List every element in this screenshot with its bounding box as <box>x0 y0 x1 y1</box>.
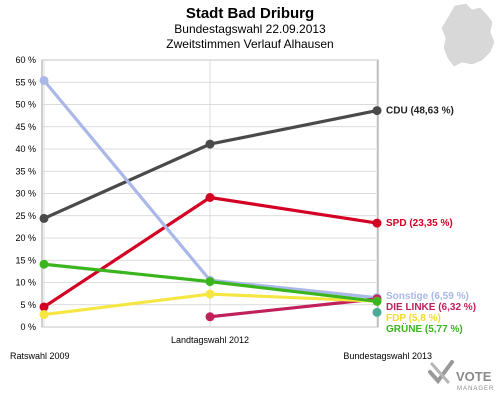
data-point <box>205 193 215 203</box>
germany-map-icon <box>441 3 495 67</box>
y-tick-label: 50 % <box>15 100 36 110</box>
y-tick-label: 30 % <box>15 189 36 199</box>
chart-subtitle-2: Zweitstimmen Verlauf Alhausen <box>166 37 333 51</box>
y-tick-label: 60 % <box>15 55 36 65</box>
y-tick-label: 55 % <box>15 77 36 87</box>
y-tick-label: 15 % <box>15 255 36 265</box>
data-point <box>372 307 382 317</box>
chart-subtitle-1: Bundestagswahl 22.09.2013 <box>174 22 326 36</box>
series-line-sonstige <box>42 78 379 300</box>
series-line-die-linke <box>208 297 379 319</box>
x-axis: Ratswahl 2009 Landtagswahl 2012 Bundestags… <box>10 335 432 361</box>
data-point <box>39 75 49 85</box>
data-point <box>39 259 49 269</box>
series-end-label: CDU (48,63 %) <box>386 106 454 117</box>
data-point <box>372 106 382 116</box>
votemanager-logo: VOTE MANAGER <box>428 360 494 392</box>
vote-check-icon <box>428 360 454 385</box>
series-end-label: SPD (23,35 %) <box>386 218 453 229</box>
y-tick-label: 25 % <box>15 211 36 221</box>
x-tick-label: Ratswahl 2009 <box>10 351 70 361</box>
y-tick-label: 35 % <box>15 166 36 176</box>
data-point <box>39 302 49 312</box>
data-point <box>372 296 382 306</box>
series-end-label: FDP (5,8 %) <box>386 313 441 324</box>
y-tick-label: 0 % <box>20 322 36 332</box>
data-point <box>39 310 49 320</box>
logo-subtext: MANAGER <box>457 386 494 392</box>
series-end-label: Sonstige (6,59 %) <box>386 291 469 302</box>
logo-text: VOTE <box>456 369 492 384</box>
y-axis: 0 % 5 % 10 % 15 % 20 % 25 % 30 % 35 % 40 % 45 % 50… <box>15 55 36 332</box>
data-point <box>205 312 215 322</box>
data-point <box>372 218 382 228</box>
y-tick-label: 10 % <box>15 278 36 288</box>
x-tick-label: Landtagswahl 2012 <box>171 335 249 345</box>
series-end-label: GRÜNE (5,77 %) <box>386 322 463 335</box>
y-tick-label: 40 % <box>15 144 36 154</box>
y-tick-label: 20 % <box>15 233 36 243</box>
y-tick-label: 45 % <box>15 122 36 132</box>
data-point <box>205 277 215 287</box>
series-end-label: DIE LINKE (6,32 %) <box>386 302 476 313</box>
data-point <box>39 213 49 223</box>
grid <box>41 59 379 328</box>
series-points <box>39 75 382 322</box>
series-labels: CDU (48,63 %) SPD (23,35 %) Sonstige (6,59… <box>386 106 476 335</box>
x-tick-label: Bundestagswahl 2013 <box>343 351 432 361</box>
y-tick-label: 5 % <box>20 300 36 310</box>
data-point <box>205 289 215 299</box>
chart-title: Stadt Bad Driburg <box>186 5 314 22</box>
data-point <box>205 139 215 149</box>
